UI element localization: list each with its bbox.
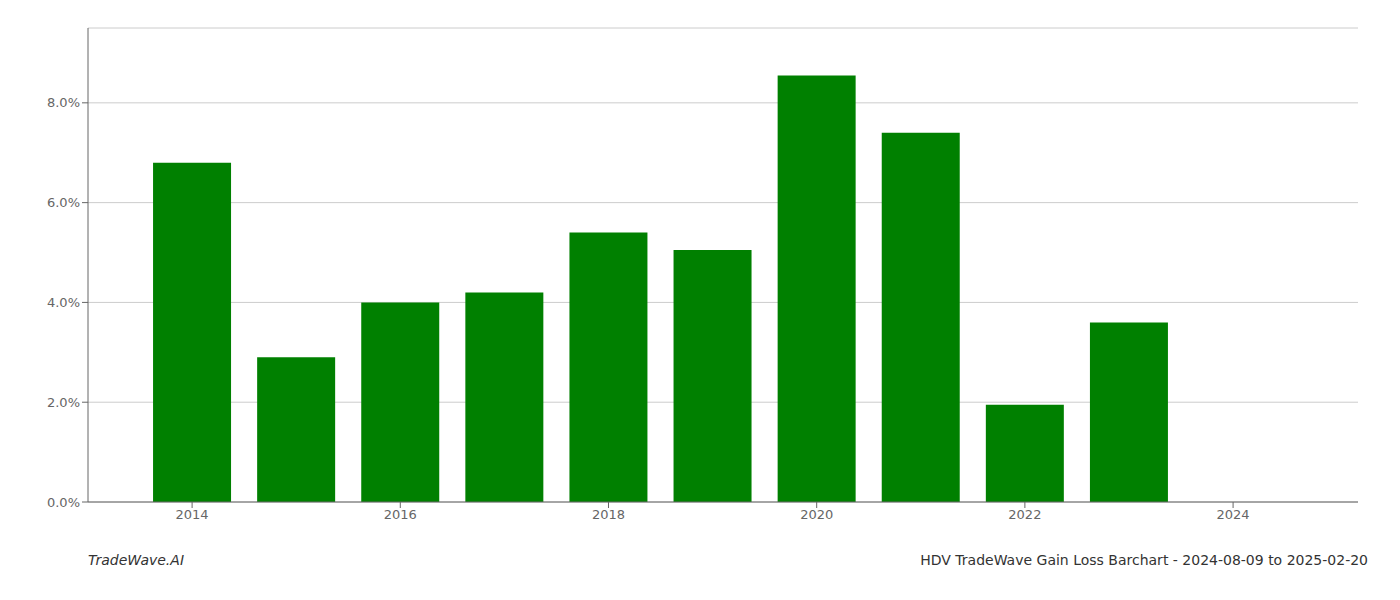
html-text:HDV TradeWave Gain Loss Barcha: HDV TradeWave Gain Loss Barchart - 2024-… <box>920 552 1368 568</box>
svg-text:2018: 2018 <box>592 507 625 522</box>
svg-text:8.0%: 8.0% <box>47 95 80 110</box>
svg-text:2.0%: 2.0% <box>47 395 80 410</box>
html-text:TradeWave.AI: TradeWave.AI <box>88 552 184 568</box>
svg-text:2020: 2020 <box>800 507 833 522</box>
svg-text:2022: 2022 <box>1008 507 1041 522</box>
svg-text:6.0%: 6.0% <box>47 195 80 210</box>
svg-text:4.0%: 4.0% <box>47 295 80 310</box>
svg-text:0.0%: 0.0% <box>47 495 80 510</box>
svg-text:2024: 2024 <box>1217 507 1250 522</box>
svg-text:2014: 2014 <box>176 507 209 522</box>
svg-text:2016: 2016 <box>384 507 417 522</box>
